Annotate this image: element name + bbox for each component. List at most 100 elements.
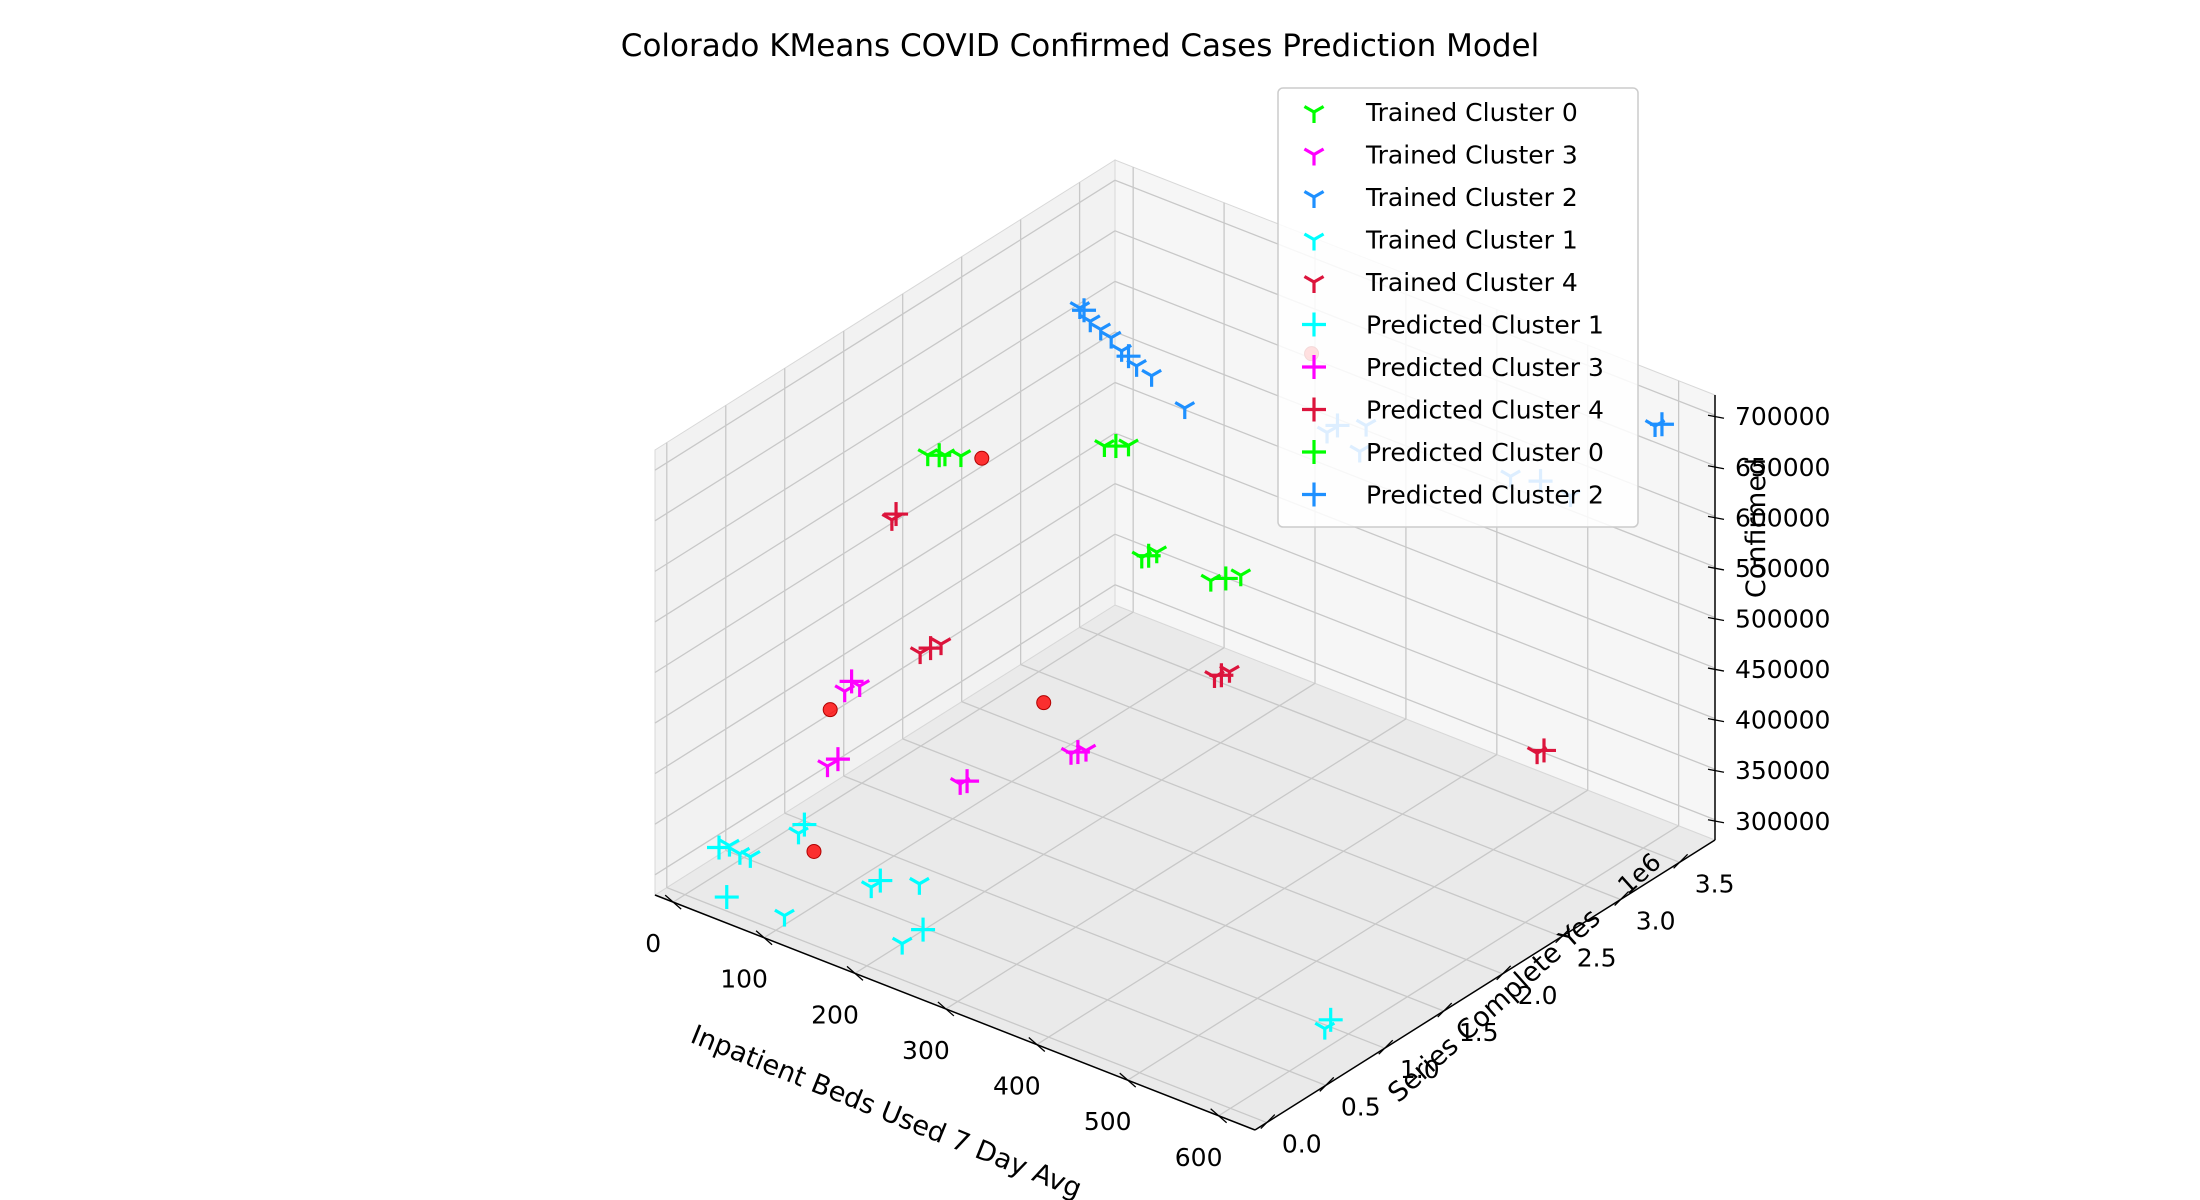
trained-point — [1100, 330, 1122, 349]
grid-x-floor — [854, 682, 1316, 974]
grid-y-floor — [666, 886, 1268, 1124]
predicted-point — [911, 917, 936, 942]
y-tick-label: 3.5 — [1695, 869, 1735, 898]
predicted-point — [839, 669, 864, 694]
axis-lines — [654, 395, 1725, 1131]
x-tick-label: 300 — [902, 1036, 950, 1065]
grid-z-left — [654, 230, 1116, 522]
grid-x-floor — [1127, 789, 1589, 1081]
legend-label: Trained Cluster 4 — [1365, 268, 1578, 297]
z-tick-label: 700000 — [1735, 402, 1830, 431]
legend-box — [1277, 87, 1639, 528]
y-tick-mark — [1673, 853, 1689, 869]
legend-marker — [1302, 397, 1326, 422]
y-tick-label: 0.0 — [1282, 1130, 1322, 1159]
y-tick-label: 1.0 — [1400, 1055, 1440, 1084]
predicted-point — [868, 868, 893, 893]
legend-label: Predicted Cluster 4 — [1366, 396, 1604, 425]
grid-x-floor — [672, 611, 1134, 903]
legend-label: Predicted Cluster 0 — [1366, 438, 1604, 467]
grid-x-floor — [1218, 825, 1679, 1117]
predicted-point — [1103, 434, 1128, 459]
z-tick-mark — [1707, 768, 1725, 773]
y-tick-mark — [1437, 1002, 1453, 1018]
x-tick-mark — [846, 965, 864, 981]
grid-y-floor — [1079, 626, 1680, 863]
grid-z-left — [654, 280, 1116, 572]
chart-title: Colorado KMeans COVID Confirmed Cases Pr… — [621, 28, 1539, 64]
z-tick-mark — [1707, 819, 1725, 824]
trained-point — [817, 759, 838, 778]
grid-z-left — [654, 533, 1116, 825]
predicted-point — [1209, 663, 1234, 688]
centroid-point — [974, 450, 990, 466]
grid-y-floor — [725, 849, 1327, 1086]
z-tick-mark — [1707, 414, 1725, 419]
trained-point — [891, 936, 913, 955]
grid-z-left — [654, 483, 1116, 775]
grid-z-back — [1114, 432, 1716, 669]
y-tick-mark — [1614, 891, 1630, 906]
z-tick-label: 550000 — [1735, 554, 1830, 583]
predicted-point — [1065, 740, 1090, 765]
legend-label: Predicted Cluster 2 — [1366, 481, 1604, 510]
z-tick-label: 300000 — [1735, 807, 1830, 836]
grid-y-floor — [902, 738, 1503, 975]
z-tick-mark — [1707, 667, 1725, 672]
z-tick-label: 600000 — [1735, 503, 1830, 532]
trained-point — [1230, 568, 1252, 587]
legend-label: Trained Cluster 2 — [1365, 183, 1578, 212]
z-tick-label: 450000 — [1735, 655, 1830, 684]
y-tick-label: 2.0 — [1518, 981, 1558, 1010]
z-tick-label: 400000 — [1735, 706, 1830, 735]
x-tick-mark — [664, 894, 682, 910]
predicted-point — [714, 885, 739, 910]
grid-y-floor — [843, 775, 1444, 1012]
grid-z-back — [1114, 533, 1716, 770]
x-tick-label: 500 — [1084, 1107, 1132, 1136]
grid-z-left — [654, 179, 1116, 471]
y-tick-label: 3.0 — [1636, 906, 1676, 935]
z-tick-label: 500000 — [1735, 605, 1830, 634]
grid-y-floor — [961, 701, 1562, 938]
grid-z-left — [654, 432, 1116, 724]
z-tick-label: 650000 — [1735, 453, 1830, 482]
predicted-point — [1213, 566, 1238, 591]
z-tick-mark — [1707, 717, 1725, 723]
predicted-point — [884, 502, 909, 527]
trained-point — [950, 449, 972, 468]
z-axis-label: Confirmed — [1741, 458, 1772, 598]
x-tick-mark — [1028, 1037, 1046, 1053]
legend-marker — [1303, 105, 1325, 123]
legend-marker — [1302, 312, 1326, 337]
trained-point — [1118, 438, 1139, 457]
x-tick-label: 200 — [811, 1000, 859, 1029]
centroid-point — [822, 702, 838, 718]
predicted-point — [1116, 344, 1141, 369]
legend: Trained Cluster 0 Trained Cluster 3 Traine… — [1277, 87, 1639, 528]
predicted-point — [918, 636, 943, 661]
legend-marker — [1302, 355, 1326, 379]
legend-marker — [1302, 482, 1326, 507]
grid-z-back — [1114, 584, 1716, 821]
grid-z-left — [654, 331, 1116, 623]
grid-x-floor — [1036, 753, 1498, 1046]
z-tick-label: 350000 — [1735, 756, 1830, 785]
legend-label: Predicted Cluster 3 — [1366, 353, 1604, 382]
legend-label: Trained Cluster 3 — [1365, 141, 1578, 170]
z-tick-mark — [1707, 465, 1725, 470]
y-tick-mark — [1260, 1114, 1276, 1130]
predicted-point — [792, 812, 817, 837]
centroid-point — [1036, 695, 1052, 711]
y-axis-line — [1254, 839, 1716, 1131]
x-tick-label: 400 — [993, 1072, 1041, 1101]
legend-marker — [1303, 147, 1325, 166]
centroid-point — [806, 843, 822, 859]
predicted-point — [825, 747, 850, 772]
legend-label: Predicted Cluster 1 — [1366, 311, 1604, 340]
x-axis-label: Inpatient Beds Used 7 Day Avg — [686, 1019, 1086, 1200]
y-tick-mark — [1496, 965, 1512, 981]
x-tick-mark — [937, 1001, 955, 1017]
predicted-point — [1532, 738, 1557, 763]
